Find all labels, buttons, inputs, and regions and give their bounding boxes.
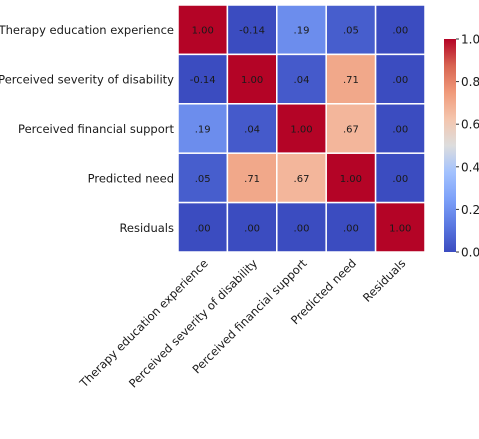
- cell-value-label: .04: [294, 75, 310, 86]
- cell-value-label: .05: [343, 26, 359, 37]
- heatmap-cell: [374, 53, 426, 105]
- cell-value-label: 1.00: [241, 75, 263, 86]
- heatmap-cells: 1.00 -0.14 .19 .05 .00 -0.14 1.00 .04 .71 .00 .19.…: [177, 4, 426, 253]
- cell-value-label: .67: [294, 174, 310, 185]
- cell-value-label: -0.14: [190, 75, 216, 86]
- heatmap-cell: [177, 152, 229, 204]
- row-labels: Therapy education experience Perceived se…: [0, 23, 174, 235]
- row-label: Predicted need: [88, 171, 174, 185]
- cell-value-label: .19: [195, 125, 211, 136]
- cell-value-label: .00: [392, 26, 408, 37]
- colorbar-gradient: [444, 39, 456, 252]
- row-label: Residuals: [119, 221, 174, 235]
- cell-value-label: .19: [294, 26, 310, 37]
- heatmap-cell: [226, 152, 278, 204]
- colorbar-tick-label: 1.0: [461, 33, 479, 47]
- cell-value-label: -0.14: [239, 26, 265, 37]
- cell-value-label: .00: [392, 174, 408, 185]
- cell-value-label: .67: [343, 125, 359, 136]
- heatmap-cell: [276, 201, 327, 253]
- cell-value-label: .04: [244, 125, 260, 136]
- cell-value-label: .00: [195, 223, 211, 234]
- colorbar-tick-label: 0.0: [461, 246, 479, 260]
- heatmap-cell: [325, 152, 377, 204]
- row-label: Perceived severity of disability: [0, 73, 174, 87]
- cell-value-label: 1.00: [192, 26, 214, 37]
- cell-value-label: 1.00: [340, 174, 362, 185]
- row-label: Perceived financial support: [18, 122, 174, 136]
- heatmap-cell: [325, 103, 377, 154]
- cell-value-label: .00: [392, 75, 408, 86]
- heatmap-cell: [226, 4, 278, 56]
- colorbar-tick-label: 0.6: [461, 118, 479, 132]
- colorbar-tick-label: 0.2: [461, 203, 479, 217]
- heatmap-cell: [374, 201, 426, 253]
- colorbar: 0.0 0.2 0.4 0.6 0.8 1.0: [444, 33, 479, 260]
- cell-value-label: .00: [294, 223, 310, 234]
- row-label: Therapy education experience: [0, 23, 174, 37]
- cell-value-label: .00: [392, 125, 408, 136]
- cell-value-label: 1.00: [389, 223, 411, 234]
- heatmap-cell: [177, 201, 229, 253]
- column-label: Residuals: [360, 256, 408, 304]
- cell-value-label: .00: [244, 223, 260, 234]
- heatmap-cell: [374, 152, 426, 204]
- colorbar-tick-label: 0.8: [461, 75, 479, 89]
- cell-value-label: .71: [343, 75, 359, 86]
- cell-value-label: .05: [195, 174, 211, 185]
- cell-value-label: .00: [343, 223, 359, 234]
- heatmap-cell: [226, 103, 278, 154]
- heatmap-cell: [177, 4, 229, 56]
- colorbar-tick-label: 0.4: [461, 160, 479, 174]
- heatmap-cell: [276, 53, 327, 105]
- heatmap-cell: [226, 201, 278, 253]
- heatmap-cell: [177, 53, 229, 105]
- cell-value-label: 1.00: [290, 125, 312, 136]
- cell-value-label: .71: [244, 174, 260, 185]
